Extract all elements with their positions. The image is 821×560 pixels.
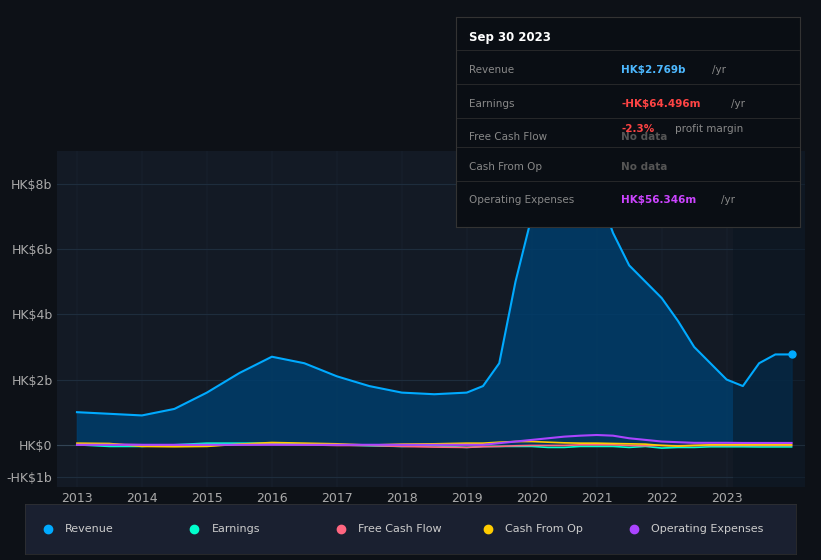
Text: Revenue: Revenue [65, 524, 113, 534]
Text: /yr: /yr [721, 195, 735, 206]
Text: -HK$64.496m: -HK$64.496m [621, 99, 700, 109]
Text: /yr: /yr [712, 65, 726, 75]
Text: HK$2.769b: HK$2.769b [621, 65, 686, 75]
Text: Cash From Op: Cash From Op [505, 524, 583, 534]
Text: Cash From Op: Cash From Op [470, 162, 543, 172]
Text: HK$56.346m: HK$56.346m [621, 195, 696, 206]
Text: profit margin: profit margin [675, 124, 743, 134]
Text: -2.3%: -2.3% [621, 124, 654, 134]
Text: Free Cash Flow: Free Cash Flow [358, 524, 442, 534]
Text: Earnings: Earnings [470, 99, 515, 109]
Text: Free Cash Flow: Free Cash Flow [470, 132, 548, 142]
Text: Operating Expenses: Operating Expenses [651, 524, 764, 534]
Text: No data: No data [621, 162, 667, 172]
Text: /yr: /yr [731, 99, 745, 109]
Text: No data: No data [621, 132, 667, 142]
Text: Sep 30 2023: Sep 30 2023 [470, 31, 552, 44]
Text: Revenue: Revenue [470, 65, 515, 75]
Text: Earnings: Earnings [211, 524, 260, 534]
Bar [733, 151, 805, 487]
Text: Operating Expenses: Operating Expenses [470, 195, 575, 206]
